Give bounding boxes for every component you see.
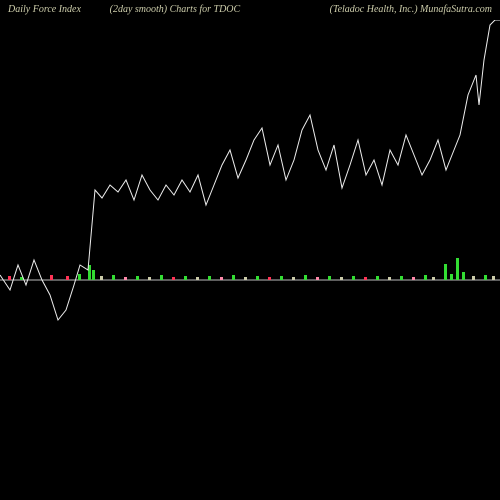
force-bar bbox=[292, 277, 295, 280]
force-bar bbox=[400, 276, 403, 280]
force-bar bbox=[492, 276, 495, 280]
force-bar bbox=[124, 277, 127, 280]
force-bar bbox=[112, 275, 115, 280]
force-bar bbox=[50, 275, 53, 280]
force-bar bbox=[8, 276, 11, 280]
force-bar bbox=[196, 277, 199, 280]
force-bar bbox=[66, 276, 69, 280]
force-bar bbox=[472, 276, 475, 280]
force-bar bbox=[340, 277, 343, 280]
force-bar bbox=[328, 276, 331, 280]
force-bar bbox=[424, 275, 427, 280]
force-bar bbox=[220, 277, 223, 280]
force-bar bbox=[484, 275, 487, 280]
force-bar bbox=[388, 277, 391, 280]
force-bar bbox=[432, 277, 435, 280]
force-bar bbox=[78, 274, 81, 280]
chart-header: Daily Force Index (2day smooth) Charts f… bbox=[8, 4, 492, 20]
force-bar bbox=[232, 275, 235, 280]
force-bar bbox=[364, 277, 367, 280]
force-bar bbox=[280, 276, 283, 280]
force-bar bbox=[376, 276, 379, 280]
header-indicator-name: Daily Force Index bbox=[8, 4, 110, 20]
force-bar bbox=[100, 276, 103, 280]
force-bar bbox=[352, 276, 355, 280]
force-bar bbox=[244, 277, 247, 280]
force-bar bbox=[268, 277, 271, 280]
force-bar bbox=[412, 277, 415, 280]
force-bar bbox=[208, 276, 211, 280]
force-bar bbox=[172, 277, 175, 280]
force-bar bbox=[160, 275, 163, 280]
force-bar bbox=[462, 272, 465, 280]
force-bar bbox=[184, 276, 187, 280]
force-bar bbox=[148, 277, 151, 280]
force-bar bbox=[136, 276, 139, 280]
force-bar bbox=[456, 258, 459, 280]
force-bar bbox=[450, 274, 453, 280]
force-bar bbox=[92, 270, 95, 280]
force-bar bbox=[304, 275, 307, 280]
chart-svg bbox=[0, 20, 500, 500]
header-smoothing-ticker: (2day smooth) Charts for TDOC bbox=[110, 4, 240, 20]
force-bar bbox=[316, 277, 319, 280]
force-bar bbox=[444, 264, 447, 280]
force-index-chart bbox=[0, 20, 500, 500]
force-bar bbox=[256, 276, 259, 280]
header-company-source: (Teladoc Health, Inc.) MunafaSutra.com bbox=[240, 4, 492, 20]
